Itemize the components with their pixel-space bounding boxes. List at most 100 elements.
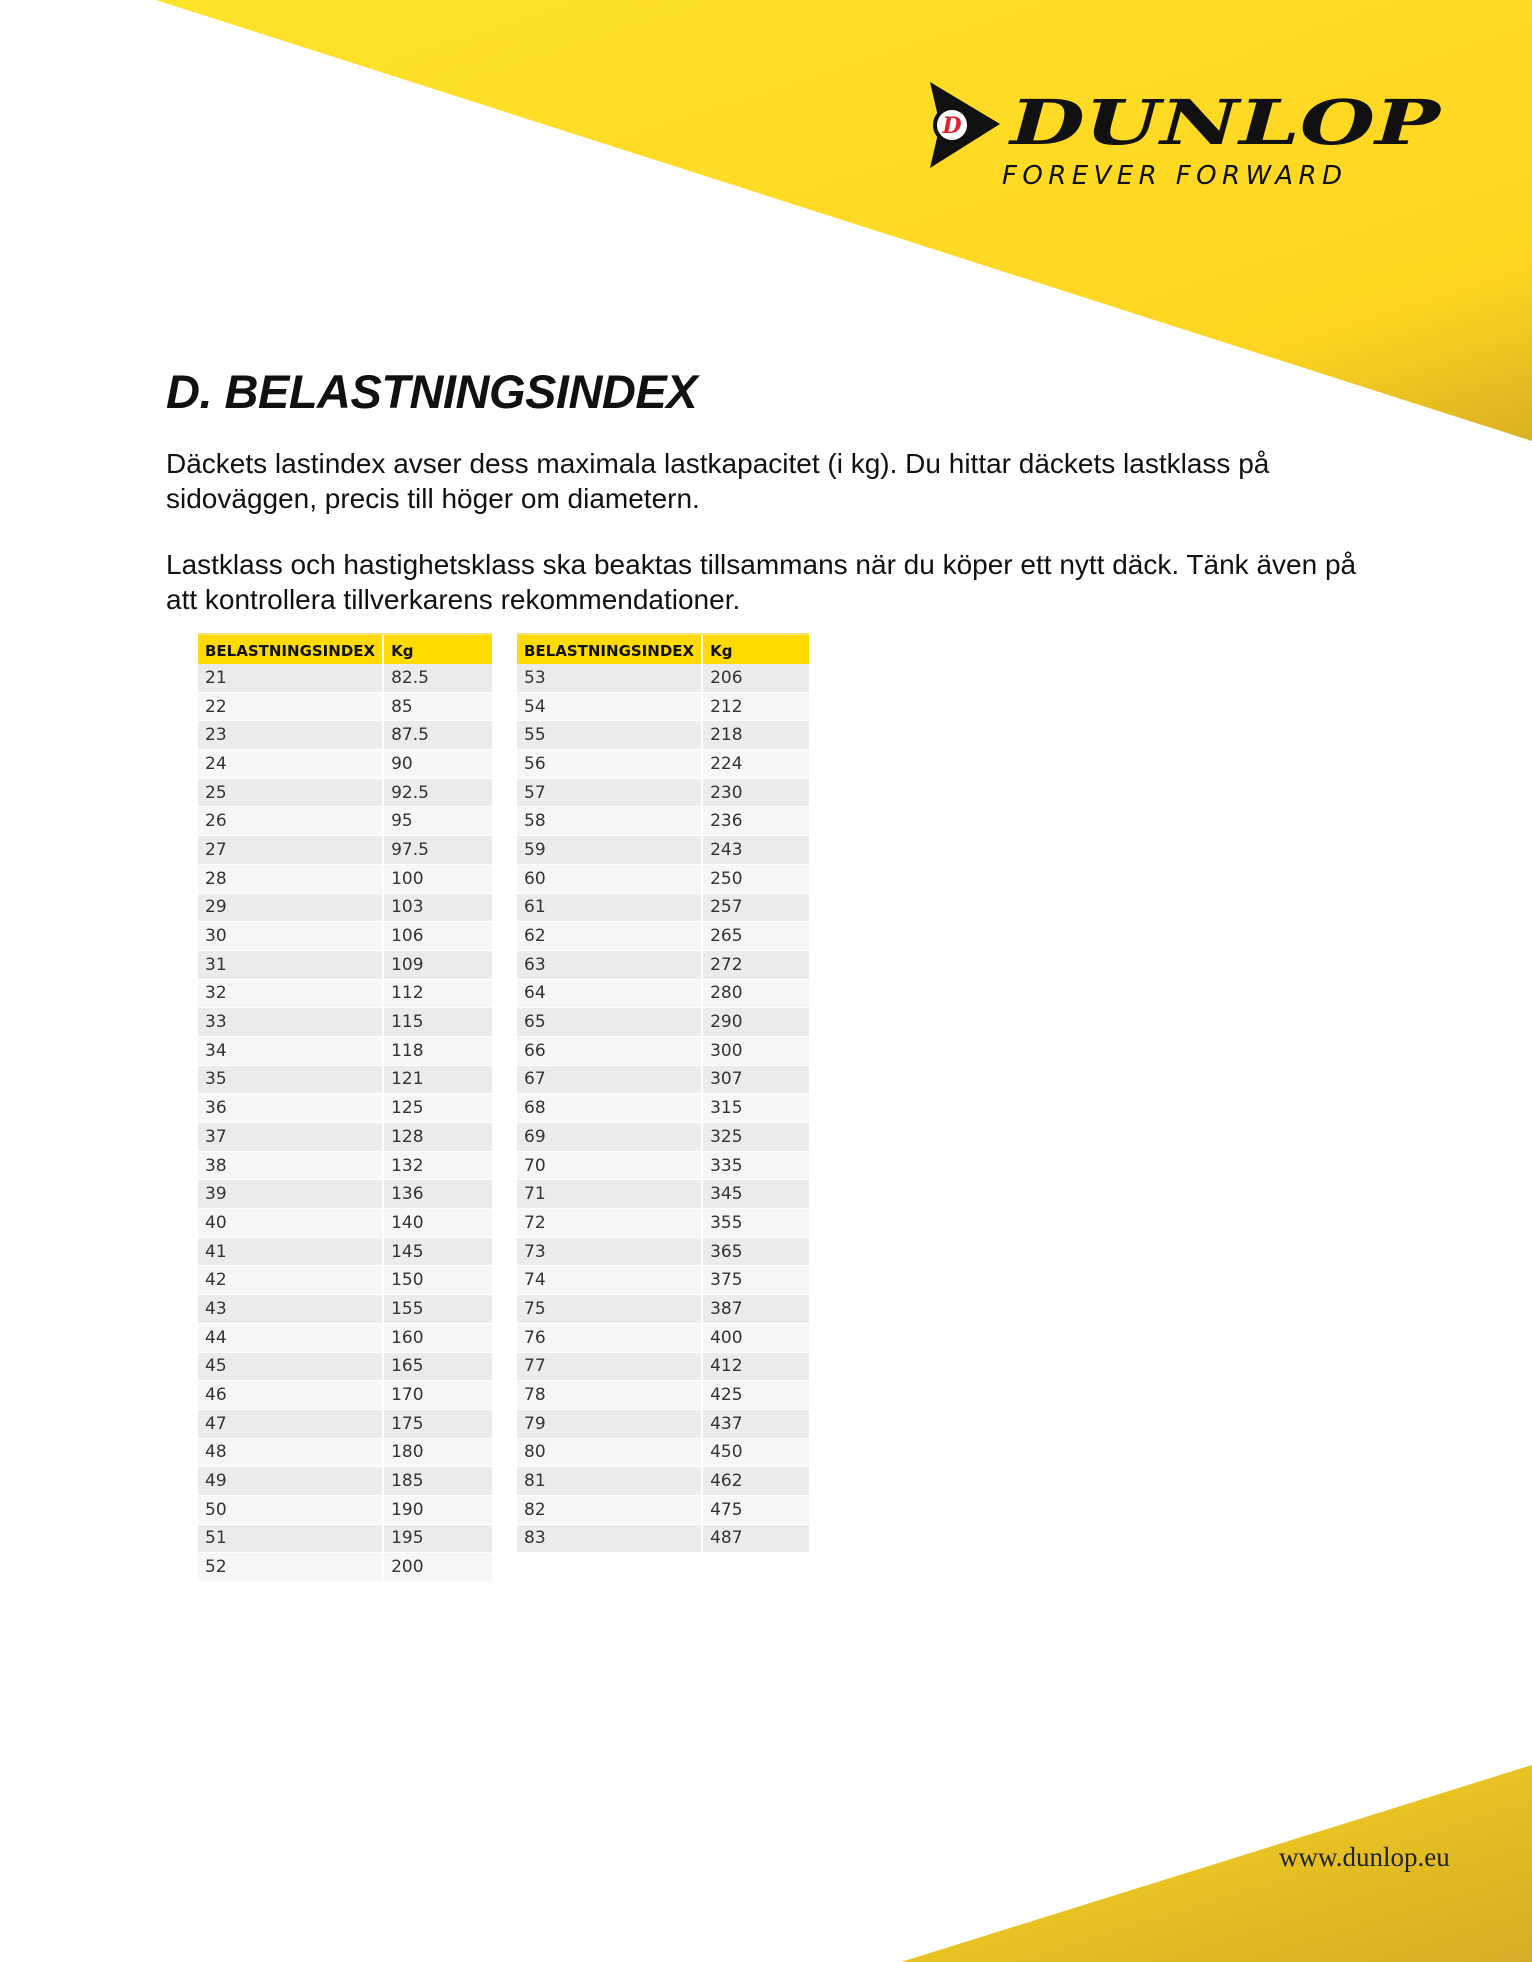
index-cell: 35 — [198, 1065, 384, 1095]
table-row: 30 106 — [198, 921, 493, 951]
kg-cell: 165 — [382, 1352, 493, 1382]
column-header-kg: Kg — [382, 633, 493, 664]
kg-cell: 97.5 — [382, 835, 493, 865]
kg-cell: 95 — [382, 806, 493, 837]
kg-cell: 265 — [701, 921, 810, 951]
kg-cell: 315 — [701, 1093, 810, 1123]
kg-cell: 90 — [382, 749, 493, 779]
kg-cell: 345 — [701, 1179, 810, 1210]
index-cell: 28 — [198, 864, 384, 894]
index-cell: 30 — [198, 921, 384, 951]
table-row: 45 165 — [198, 1352, 493, 1382]
table-row: 39 136 — [198, 1179, 493, 1210]
table-row: 73 365 — [517, 1237, 810, 1267]
index-cell: 57 — [517, 778, 703, 808]
table-row: 83 487 — [517, 1524, 810, 1554]
index-cell: 53 — [517, 664, 703, 693]
index-cell: 26 — [198, 806, 384, 837]
table-row: 64 280 — [517, 979, 810, 1009]
index-cell: 60 — [517, 864, 703, 894]
index-cell: 56 — [517, 749, 703, 779]
index-cell: 24 — [198, 749, 384, 779]
kg-cell: 155 — [382, 1294, 493, 1324]
index-cell: 45 — [198, 1352, 384, 1382]
index-cell: 76 — [517, 1323, 703, 1353]
table-row: 72 355 — [517, 1208, 810, 1238]
index-cell: 58 — [517, 806, 703, 837]
kg-cell: 92.5 — [382, 778, 493, 808]
kg-cell: 115 — [382, 1007, 493, 1037]
index-cell: 71 — [517, 1179, 703, 1210]
column-header-kg: Kg — [701, 633, 810, 664]
index-cell: 77 — [517, 1352, 703, 1382]
kg-cell: 335 — [701, 1151, 810, 1181]
kg-cell: 195 — [382, 1524, 493, 1554]
kg-cell: 487 — [701, 1524, 810, 1554]
kg-cell: 437 — [701, 1409, 810, 1439]
intro-paragraph: Däckets lastindex avser dess maximala la… — [166, 448, 1270, 514]
index-cell: 43 — [198, 1294, 384, 1324]
dunlop-logo: D DUNLOP FOREVER FORWARD — [930, 82, 1443, 191]
index-cell: 48 — [198, 1438, 384, 1468]
load-index-table-2: BELASTNINGSINDEX Kg 53 206 54 212 55 218 56 224… — [517, 633, 810, 1554]
table-row: 49 185 — [198, 1466, 493, 1496]
table-row: 52 200 — [198, 1552, 493, 1582]
index-cell: 49 — [198, 1466, 384, 1496]
index-cell: 32 — [198, 979, 384, 1009]
load-index-table-1: BELASTNINGSINDEX Kg 21 82.5 22 85 23 87.5 24 90… — [198, 633, 493, 1582]
table-row: 26 95 — [198, 806, 493, 837]
kg-cell: 85 — [382, 692, 493, 722]
index-cell: 68 — [517, 1093, 703, 1123]
kg-cell: 230 — [701, 778, 810, 808]
table-row: 65 290 — [517, 1007, 810, 1037]
table-row: 59 243 — [517, 835, 810, 865]
index-cell: 34 — [198, 1036, 384, 1066]
kg-cell: 118 — [382, 1036, 493, 1066]
table-row: 78 425 — [517, 1380, 810, 1410]
table-row: 29 103 — [198, 893, 493, 923]
kg-cell: 136 — [382, 1179, 493, 1210]
kg-cell: 224 — [701, 749, 810, 779]
kg-cell: 190 — [382, 1495, 493, 1525]
index-cell: 23 — [198, 720, 384, 751]
index-cell: 63 — [517, 950, 703, 980]
index-cell: 25 — [198, 778, 384, 808]
kg-cell: 106 — [382, 921, 493, 951]
table-row: 36 125 — [198, 1093, 493, 1123]
table-row: 67 307 — [517, 1065, 810, 1095]
kg-cell: 160 — [382, 1323, 493, 1353]
index-cell: 69 — [517, 1122, 703, 1152]
index-cell: 73 — [517, 1237, 703, 1267]
table-row: 23 87.5 — [198, 720, 493, 751]
index-cell: 41 — [198, 1237, 384, 1267]
kg-cell: 206 — [701, 664, 810, 693]
index-cell: 22 — [198, 692, 384, 722]
table-row: 37 128 — [198, 1122, 493, 1152]
table-row: 82 475 — [517, 1495, 810, 1525]
table-row: 31 109 — [198, 950, 493, 980]
index-cell: 36 — [198, 1093, 384, 1123]
table-row: 50 190 — [198, 1495, 493, 1525]
index-cell: 75 — [517, 1294, 703, 1324]
kg-cell: 180 — [382, 1438, 493, 1468]
table-row: 44 160 — [198, 1323, 493, 1353]
table-row: 24 90 — [198, 749, 493, 779]
table-row: 48 180 — [198, 1438, 493, 1468]
table-row: 34 118 — [198, 1036, 493, 1066]
kg-cell: 307 — [701, 1065, 810, 1095]
table-row: 76 400 — [517, 1323, 810, 1353]
table-row: 43 155 — [198, 1294, 493, 1324]
kg-cell: 112 — [382, 979, 493, 1009]
table-row: 41 145 — [198, 1237, 493, 1267]
index-cell: 40 — [198, 1208, 384, 1238]
index-cell: 67 — [517, 1065, 703, 1095]
index-cell: 52 — [198, 1552, 384, 1582]
kg-cell: 103 — [382, 893, 493, 923]
kg-cell: 325 — [701, 1122, 810, 1152]
kg-cell: 150 — [382, 1265, 493, 1296]
index-cell: 61 — [517, 893, 703, 923]
column-header-index: BELASTNINGSINDEX — [517, 633, 703, 664]
kg-cell: 236 — [701, 806, 810, 837]
